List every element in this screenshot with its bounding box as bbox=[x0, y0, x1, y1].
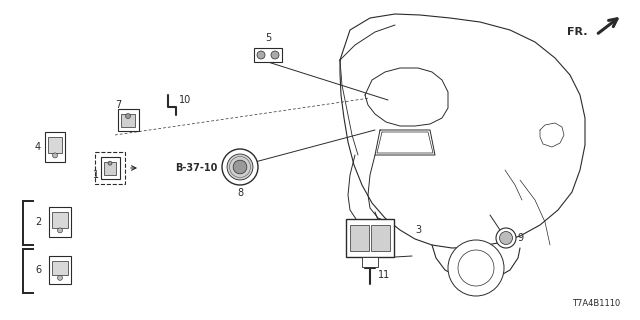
Text: 11: 11 bbox=[378, 270, 390, 280]
Bar bbox=[45, 132, 65, 162]
Circle shape bbox=[271, 51, 279, 59]
Text: FR.: FR. bbox=[568, 27, 588, 37]
Circle shape bbox=[233, 160, 247, 174]
Text: 9: 9 bbox=[517, 233, 523, 243]
Text: 5: 5 bbox=[265, 33, 271, 43]
Bar bbox=[346, 219, 394, 257]
Circle shape bbox=[58, 275, 63, 280]
Bar bbox=[49, 207, 71, 237]
Circle shape bbox=[52, 153, 58, 158]
Text: 4: 4 bbox=[35, 142, 41, 152]
Bar bbox=[22, 292, 34, 293]
Bar bbox=[52, 261, 68, 275]
Text: 8: 8 bbox=[237, 188, 243, 198]
Text: 1: 1 bbox=[93, 170, 99, 180]
Bar bbox=[100, 157, 120, 179]
Circle shape bbox=[227, 154, 253, 180]
Bar bbox=[121, 114, 135, 126]
Text: 2: 2 bbox=[35, 217, 41, 227]
Bar bbox=[22, 200, 34, 202]
Bar bbox=[95, 152, 125, 184]
Text: 6: 6 bbox=[35, 265, 41, 275]
Bar bbox=[22, 200, 24, 245]
Bar bbox=[254, 48, 282, 62]
Text: 3: 3 bbox=[415, 225, 421, 235]
Circle shape bbox=[222, 149, 258, 185]
Circle shape bbox=[496, 228, 516, 248]
Bar bbox=[362, 257, 378, 267]
Text: 10: 10 bbox=[179, 95, 191, 105]
Bar bbox=[48, 137, 62, 153]
Bar bbox=[52, 212, 68, 228]
Text: T7A4B1110: T7A4B1110 bbox=[572, 299, 620, 308]
Text: 7: 7 bbox=[115, 100, 121, 110]
Bar bbox=[104, 162, 116, 174]
Bar bbox=[49, 256, 71, 284]
Bar bbox=[22, 248, 24, 293]
Circle shape bbox=[458, 250, 494, 286]
Circle shape bbox=[257, 51, 265, 59]
Circle shape bbox=[499, 231, 513, 244]
Bar bbox=[22, 248, 34, 250]
Circle shape bbox=[125, 114, 131, 118]
Bar bbox=[371, 225, 390, 251]
Circle shape bbox=[58, 228, 63, 233]
Bar bbox=[350, 225, 369, 251]
Circle shape bbox=[108, 161, 112, 165]
Text: B-37-10: B-37-10 bbox=[175, 163, 218, 173]
Bar bbox=[118, 109, 138, 131]
Bar bbox=[22, 244, 34, 245]
Circle shape bbox=[448, 240, 504, 296]
